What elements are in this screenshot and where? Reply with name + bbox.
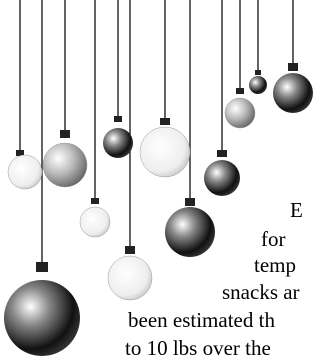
text-line: to 10 lbs over the bbox=[125, 338, 271, 359]
text-line: for bbox=[261, 229, 286, 250]
text-line: temp bbox=[254, 255, 296, 276]
text-line: E bbox=[290, 200, 303, 221]
page: E for temp snacks ar been estimated th t… bbox=[0, 0, 315, 364]
text-line: been estimated th bbox=[128, 310, 275, 331]
text-line: snacks ar bbox=[222, 282, 300, 303]
